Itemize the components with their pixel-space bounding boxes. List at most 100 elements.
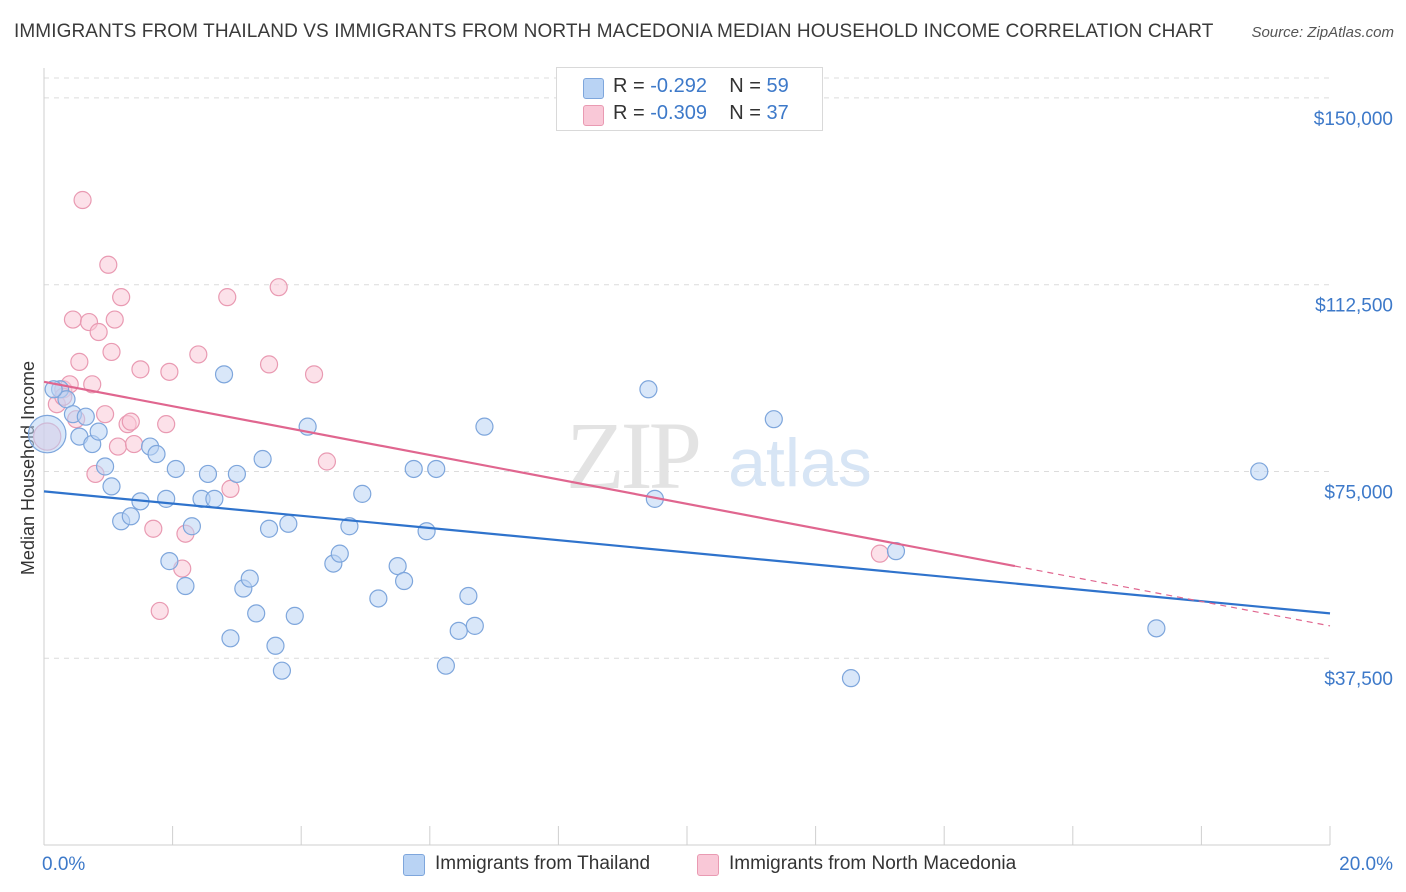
y-tick-label: $150,000 (1314, 109, 1393, 130)
data-point-thailand (475, 417, 494, 436)
legend-swatch-macedonia (697, 854, 719, 876)
data-point-thailand (417, 522, 436, 541)
data-point-thailand (764, 410, 783, 429)
data-point-thailand (253, 449, 272, 469)
data-point-macedonia (317, 452, 337, 471)
data-point-macedonia (218, 288, 237, 307)
data-point-thailand (205, 489, 224, 508)
data-point-thailand (427, 459, 446, 479)
data-point-macedonia (124, 434, 144, 454)
axes (43, 68, 1331, 846)
data-point-thailand (330, 544, 349, 563)
data-point-macedonia (73, 190, 92, 210)
data-point-macedonia (304, 365, 324, 384)
data-point-thailand (147, 444, 166, 464)
data-point-macedonia (131, 360, 150, 379)
legend-n-label: N = (729, 75, 761, 97)
data-point-thailand (459, 586, 478, 606)
data-point-macedonia (269, 278, 288, 297)
gridlines (44, 77, 1330, 659)
data-point-thailand (259, 519, 279, 538)
trend-line-thailand (43, 490, 1331, 615)
data-point-thailand (279, 514, 298, 533)
data-point-thailand (1147, 619, 1166, 638)
legend-swatch-thailand (583, 78, 604, 99)
data-point-macedonia (102, 342, 121, 362)
legend-swatch-macedonia (583, 105, 604, 126)
data-point-thailand (227, 464, 246, 484)
data-point-macedonia (105, 310, 124, 329)
y-tick-label: $75,000 (1324, 482, 1393, 503)
data-point-macedonia (63, 310, 83, 329)
legend-swatch-thailand (403, 854, 425, 876)
legend-r-label: R = (613, 75, 645, 97)
data-point-thailand (76, 407, 95, 426)
x-tick-label: 20.0% (1339, 854, 1393, 875)
trend-line-macedonia (43, 380, 1016, 568)
data-point-thailand (841, 669, 861, 688)
y-tick-label: $112,500 (1315, 296, 1393, 317)
data-point-thailand (102, 477, 121, 496)
data-point-thailand (198, 464, 218, 484)
legend-n-value: 59 (766, 75, 789, 97)
data-point-thailand (404, 459, 423, 479)
x-tick-label: 0.0% (42, 854, 85, 875)
data-point-thailand (353, 484, 372, 503)
data-point-macedonia (144, 519, 163, 538)
data-point-macedonia (259, 355, 279, 374)
data-point-macedonia (189, 345, 208, 364)
data-point-macedonia (83, 375, 102, 394)
watermark-zip: ZIP (566, 402, 699, 509)
data-point-thailand (221, 629, 240, 648)
legend-n-label: N = (729, 102, 761, 124)
data-point-macedonia (112, 288, 131, 307)
data-point-thailand (240, 569, 259, 588)
trend-line-macedonia-extension (1014, 565, 1331, 627)
data-point-macedonia (108, 437, 128, 456)
data-point-macedonia (870, 544, 890, 563)
data-point-thailand (214, 365, 234, 384)
legend-n-value: 37 (766, 102, 789, 124)
source-label: Source: ZipAtlas.com (1251, 24, 1394, 41)
data-point-thailand (340, 517, 359, 536)
data-point-macedonia (160, 362, 179, 381)
legend-label-macedonia: Immigrants from North Macedonia (729, 853, 1017, 874)
legend-r-label: R = (613, 102, 645, 124)
data-point-thailand (449, 621, 468, 640)
data-point-thailand (266, 636, 285, 655)
y-tick-labels: $37,500 $75,000 $112,500 $150,000 (1314, 109, 1393, 690)
data-point-macedonia (95, 405, 115, 424)
data-point-thailand (272, 661, 292, 680)
series-thailand-points (27, 365, 1269, 688)
data-point-thailand (176, 576, 195, 596)
legend-r-value: -0.292 (650, 75, 707, 97)
data-point-thailand (1250, 462, 1269, 481)
data-point-macedonia (157, 415, 176, 434)
data-point-macedonia (99, 255, 118, 274)
trend-lines (43, 380, 1331, 627)
data-point-thailand (465, 616, 484, 635)
data-point-thailand (369, 589, 388, 608)
data-point-thailand (639, 380, 658, 399)
data-point-thailand (157, 489, 176, 508)
chart-title: IMMIGRANTS FROM THAILAND VS IMMIGRANTS F… (14, 21, 1214, 42)
x-tick-labels: 0.0% 20.0% (42, 854, 1393, 875)
legend-r-value: -0.309 (650, 102, 707, 124)
data-point-thailand (95, 457, 115, 476)
data-point-macedonia (221, 479, 240, 498)
watermark-atlas: atlas (728, 425, 872, 501)
data-point-macedonia (150, 601, 169, 621)
data-point-thailand (436, 656, 455, 675)
y-tick-label: $37,500 (1324, 669, 1393, 690)
data-point-thailand (27, 414, 67, 454)
data-point-thailand (121, 507, 140, 526)
data-point-thailand (394, 571, 414, 591)
y-axis-label: Median Household Income (18, 361, 38, 575)
data-point-thailand (57, 390, 76, 409)
watermark: ZIP atlas (566, 402, 872, 509)
data-point-thailand (166, 459, 185, 479)
data-point-thailand (285, 606, 304, 625)
data-point-macedonia (89, 322, 108, 342)
data-point-macedonia (70, 352, 89, 371)
